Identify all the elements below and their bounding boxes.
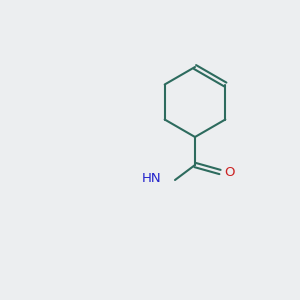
Text: O: O (224, 166, 235, 178)
Text: HN: HN (141, 172, 161, 185)
